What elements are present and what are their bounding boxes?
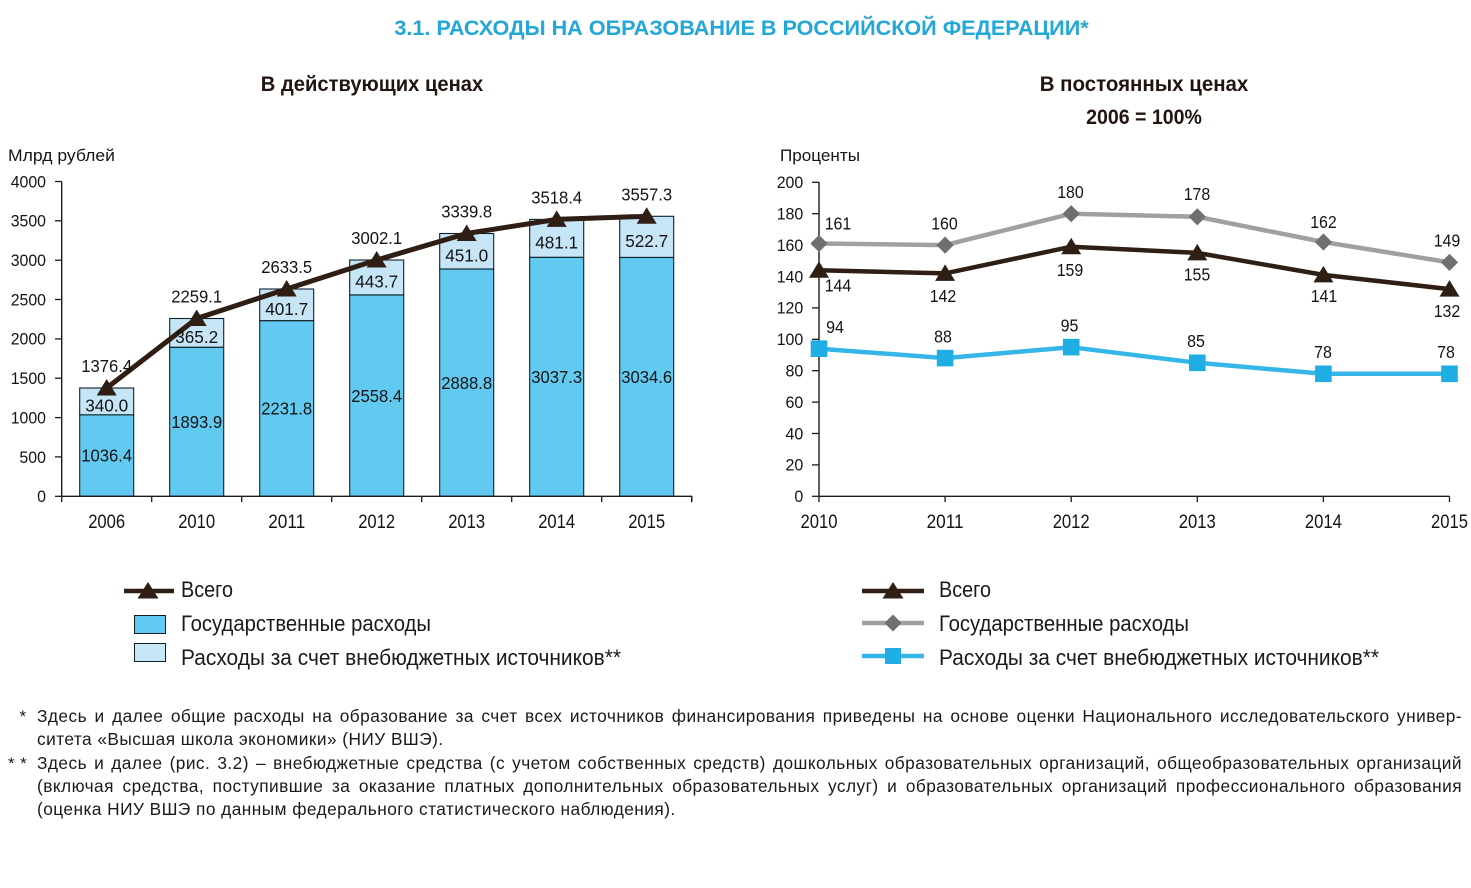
svg-text:2011: 2011 (268, 511, 305, 533)
svg-text:95: 95 (1061, 316, 1079, 336)
svg-text:149: 149 (1434, 231, 1461, 251)
svg-text:2015: 2015 (628, 511, 665, 533)
svg-text:2000: 2000 (11, 330, 46, 349)
svg-text:60: 60 (786, 393, 804, 412)
svg-text:0: 0 (794, 487, 803, 506)
svg-text:80: 80 (786, 362, 804, 381)
svg-text:2010: 2010 (801, 511, 838, 533)
svg-text:451.0: 451.0 (445, 245, 488, 265)
svg-text:4000: 4000 (11, 172, 46, 191)
svg-text:481.1: 481.1 (535, 233, 578, 253)
svg-text:2014: 2014 (1305, 511, 1342, 533)
svg-text:2231.8: 2231.8 (261, 399, 312, 419)
svg-text:155: 155 (1184, 265, 1211, 285)
svg-text:522.7: 522.7 (625, 231, 668, 251)
svg-text:88: 88 (934, 326, 952, 346)
svg-text:85: 85 (1187, 331, 1205, 351)
svg-text:132: 132 (1434, 301, 1461, 321)
svg-text:2558.4: 2558.4 (351, 386, 402, 406)
svg-text:94: 94 (826, 317, 844, 337)
svg-text:2012: 2012 (1053, 511, 1090, 533)
svg-text:1000: 1000 (11, 408, 46, 427)
svg-text:3000: 3000 (11, 251, 46, 270)
svg-text:3034.6: 3034.6 (621, 367, 672, 387)
svg-text:2013: 2013 (1179, 511, 1216, 533)
svg-text:2011: 2011 (927, 511, 964, 533)
svg-text:200: 200 (777, 173, 804, 192)
svg-text:1376.4: 1376.4 (81, 356, 132, 376)
svg-text:500: 500 (19, 448, 46, 467)
svg-text:180: 180 (1057, 182, 1084, 202)
svg-text:1036.4: 1036.4 (81, 446, 132, 466)
svg-text:1500: 1500 (11, 369, 46, 388)
svg-text:3339.8: 3339.8 (441, 202, 492, 222)
svg-text:Проценты: Проценты (780, 146, 860, 165)
svg-text:3500: 3500 (11, 212, 46, 231)
svg-text:140: 140 (777, 267, 804, 286)
svg-text:2633.5: 2633.5 (261, 257, 312, 277)
svg-text:365.2: 365.2 (175, 327, 218, 347)
svg-text:2013: 2013 (448, 511, 485, 533)
svg-text:120: 120 (777, 299, 804, 318)
svg-text:2888.8: 2888.8 (441, 373, 492, 393)
svg-text:3518.4: 3518.4 (531, 187, 582, 207)
svg-text:2500: 2500 (11, 290, 46, 309)
svg-text:2014: 2014 (538, 511, 575, 533)
svg-text:443.7: 443.7 (355, 272, 398, 292)
svg-text:141: 141 (1311, 286, 1338, 306)
svg-text:340.0: 340.0 (85, 396, 128, 416)
svg-text:100: 100 (777, 330, 804, 349)
svg-text:0: 0 (37, 487, 46, 506)
svg-text:178: 178 (1184, 184, 1211, 204)
svg-text:144: 144 (825, 276, 852, 296)
svg-text:142: 142 (930, 286, 957, 306)
svg-text:3037.3: 3037.3 (531, 367, 582, 387)
svg-text:Млрд рублей: Млрд рублей (8, 146, 115, 165)
svg-text:2015: 2015 (1431, 511, 1468, 533)
svg-text:78: 78 (1314, 342, 1332, 362)
svg-text:161: 161 (825, 214, 852, 234)
svg-text:3002.1: 3002.1 (351, 228, 402, 248)
svg-text:180: 180 (777, 205, 804, 224)
svg-text:1893.9: 1893.9 (171, 412, 222, 432)
svg-text:162: 162 (1310, 212, 1337, 232)
svg-text:3557.3: 3557.3 (621, 184, 672, 204)
svg-text:2012: 2012 (358, 511, 395, 533)
svg-text:401.7: 401.7 (265, 299, 308, 319)
svg-text:159: 159 (1057, 260, 1084, 280)
svg-text:2006: 2006 (88, 511, 125, 533)
svg-text:78: 78 (1437, 342, 1455, 362)
svg-text:20: 20 (786, 456, 804, 475)
svg-text:160: 160 (931, 214, 958, 234)
svg-text:40: 40 (786, 424, 804, 443)
svg-text:160: 160 (777, 236, 804, 255)
svg-text:2010: 2010 (178, 511, 215, 533)
svg-text:2259.1: 2259.1 (171, 287, 222, 307)
